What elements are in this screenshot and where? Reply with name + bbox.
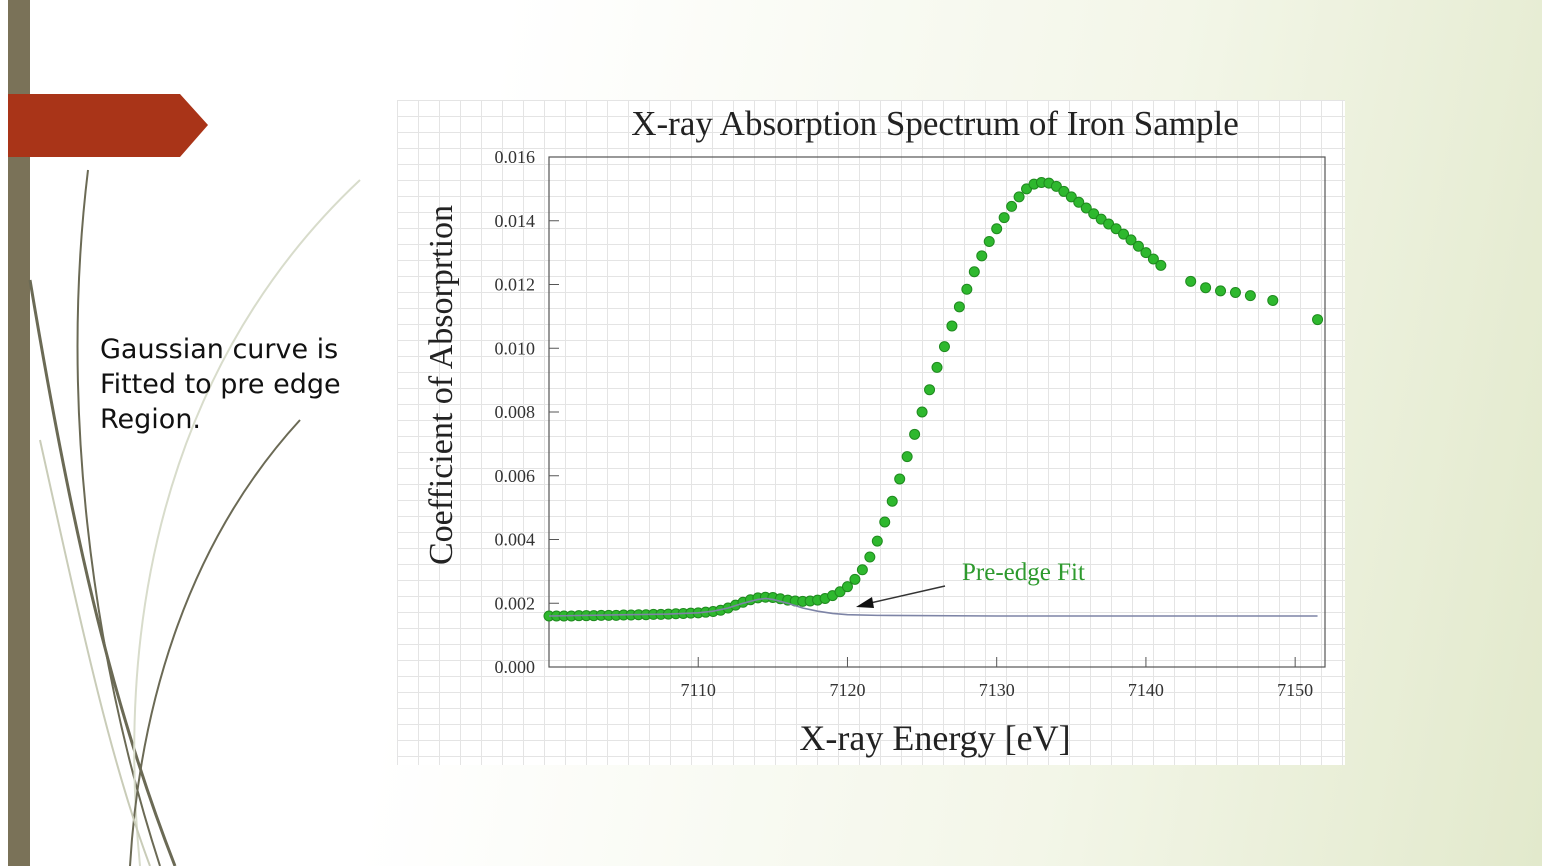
data-point <box>1200 282 1212 294</box>
y-tick-label: 0.010 <box>495 338 536 358</box>
data-point <box>834 586 846 598</box>
x-axis-label: X-ray Energy [eV] <box>799 718 1070 758</box>
y-tick-label: 0.002 <box>495 593 536 613</box>
x-tick-label: 7110 <box>681 680 716 700</box>
data-point <box>864 551 876 563</box>
side-bar <box>8 0 30 866</box>
data-point <box>1155 259 1167 271</box>
x-tick-label: 7130 <box>979 680 1015 700</box>
fit-line <box>548 597 1318 617</box>
data-point <box>1088 208 1100 220</box>
data-point <box>849 573 861 585</box>
data-point <box>1006 200 1018 212</box>
data-point <box>909 428 921 440</box>
data-point <box>924 384 936 396</box>
data-point <box>871 535 883 547</box>
text-line: Fitted to pre edge <box>100 369 341 400</box>
x-tick-label: 7140 <box>1128 680 1164 700</box>
x-tick-label: 7120 <box>829 680 865 700</box>
data-point <box>953 301 965 313</box>
data-point <box>938 341 950 353</box>
slide-text: Gaussian curve is Fitted to pre edge Reg… <box>100 332 341 437</box>
chart-image <box>397 100 1345 765</box>
data-point <box>946 320 958 332</box>
swoosh <box>129 419 301 866</box>
data-point <box>841 581 853 593</box>
data-point <box>1125 234 1137 246</box>
swoosh <box>39 439 151 866</box>
data-point <box>1215 285 1227 297</box>
y-tick-label: 0.014 <box>495 211 536 231</box>
y-tick-label: 0.008 <box>495 402 536 422</box>
data-point <box>1050 180 1062 192</box>
chart-title: X-ray Absorption Spectrum of Iron Sample <box>631 104 1239 143</box>
text-line: Gaussian curve is <box>100 334 339 365</box>
y-axis-label: Coefficient of Absorprtion <box>423 205 460 565</box>
data-point <box>901 451 913 463</box>
data-point <box>968 266 980 278</box>
data-point <box>1140 247 1152 259</box>
data-point <box>886 495 898 507</box>
annotation-arrow <box>865 585 946 605</box>
data-point <box>1065 191 1077 203</box>
text-line: Region. <box>100 404 202 435</box>
y-tick-label: 0.016 <box>495 147 536 167</box>
arrow-head <box>856 597 874 608</box>
data-point <box>998 212 1010 224</box>
data-point <box>991 223 1003 235</box>
data-point <box>1080 202 1092 214</box>
data-point <box>976 250 988 262</box>
data-point <box>1244 290 1256 302</box>
data-point <box>1058 185 1070 197</box>
data-point <box>1013 191 1025 203</box>
data-point <box>1147 253 1159 265</box>
annotation: Pre-edge Fit <box>962 559 1085 586</box>
plot-frame <box>548 156 1326 668</box>
data-point <box>1118 228 1130 240</box>
arrow-tab <box>8 94 208 157</box>
data-point <box>1185 275 1197 287</box>
data-point <box>931 361 943 373</box>
data-point <box>916 406 928 418</box>
data-point <box>1110 223 1122 235</box>
data-point <box>1267 294 1279 306</box>
swoosh <box>28 279 177 866</box>
y-tick-label: 0.004 <box>495 530 536 550</box>
y-tick-label: 0.012 <box>495 275 536 295</box>
swoosh <box>76 169 161 866</box>
data-point <box>879 516 891 528</box>
swoosh <box>133 179 361 866</box>
y-tick-label: 0.000 <box>495 657 536 677</box>
data-point <box>894 473 906 485</box>
data-point <box>983 235 995 247</box>
y-tick-label: 0.006 <box>495 466 536 486</box>
data-point <box>1132 240 1144 252</box>
x-tick-label: 7150 <box>1277 680 1313 700</box>
data-point <box>1073 196 1085 208</box>
data-point <box>1312 314 1324 326</box>
data-point <box>856 564 868 576</box>
data-point <box>961 283 973 295</box>
data-point <box>1229 286 1241 298</box>
